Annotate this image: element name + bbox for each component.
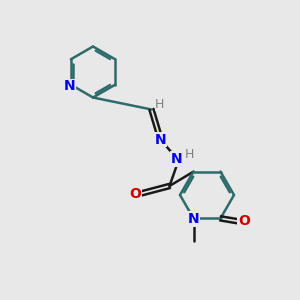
Text: O: O xyxy=(130,187,142,200)
Text: H: H xyxy=(155,98,165,111)
Text: O: O xyxy=(238,214,250,228)
Text: N: N xyxy=(188,212,199,226)
Text: N: N xyxy=(155,133,166,146)
Text: N: N xyxy=(64,79,75,93)
Text: N: N xyxy=(171,152,183,166)
Text: H: H xyxy=(184,148,194,161)
